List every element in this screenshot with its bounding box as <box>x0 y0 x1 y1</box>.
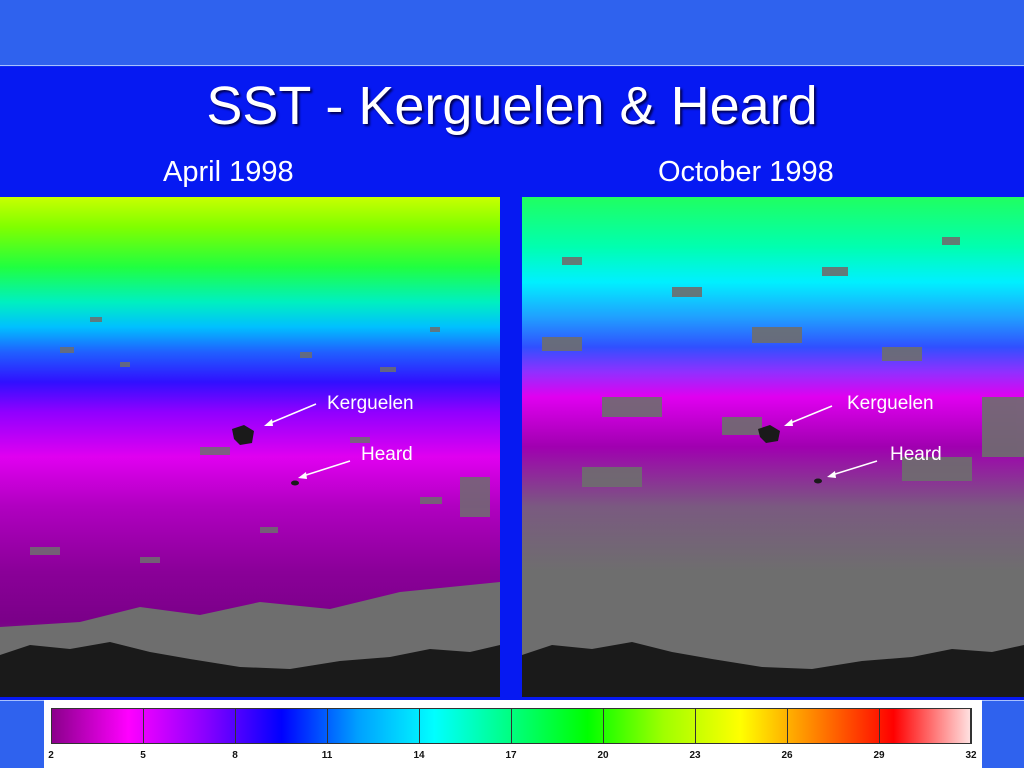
label-kerguelen-april: Kerguelen <box>327 393 414 414</box>
legend-tick-mark <box>511 708 512 744</box>
top-band <box>0 0 1024 66</box>
sst-map-april <box>0 197 500 697</box>
legend-tick-mark <box>51 708 52 744</box>
legend-tick-label: 5 <box>140 750 146 761</box>
legend-tick-label: 26 <box>781 750 793 761</box>
label-heard-october: Heard <box>890 444 942 465</box>
legend-tick-mark <box>143 708 144 744</box>
label-heard-april: Heard <box>361 444 413 465</box>
legend-tick-label: 8 <box>232 750 238 761</box>
legend-tick-label: 29 <box>873 750 885 761</box>
legend-tick-label: 23 <box>689 750 701 761</box>
legend-tick-mark <box>971 708 972 744</box>
legend-tick-label: 14 <box>413 750 425 761</box>
label-kerguelen-october: Kerguelen <box>847 393 934 414</box>
legend-tick-label: 32 <box>965 750 977 761</box>
legend-tick-mark <box>695 708 696 744</box>
legend-tick-label: 11 <box>321 750 333 761</box>
caption-april: April 1998 <box>163 156 294 188</box>
slide-title: SST - Kerguelen & Heard <box>206 76 818 136</box>
legend-tick-label: 20 <box>597 750 609 761</box>
legend-tick-mark <box>235 708 236 744</box>
caption-october: October 1998 <box>658 156 834 188</box>
legend-tick-mark <box>327 708 328 744</box>
legend-tick-mark <box>879 708 880 744</box>
legend-tick-mark <box>419 708 420 744</box>
legend-tick-mark <box>603 708 604 744</box>
legend-tick-label: 17 <box>505 750 517 761</box>
sst-map-october <box>522 197 1024 697</box>
sst-color-legend: 2 5 8 11 14 17 20 23 26 29 32 <box>44 700 982 768</box>
legend-tick-label: 2 <box>48 750 54 761</box>
legend-tick-mark <box>787 708 788 744</box>
